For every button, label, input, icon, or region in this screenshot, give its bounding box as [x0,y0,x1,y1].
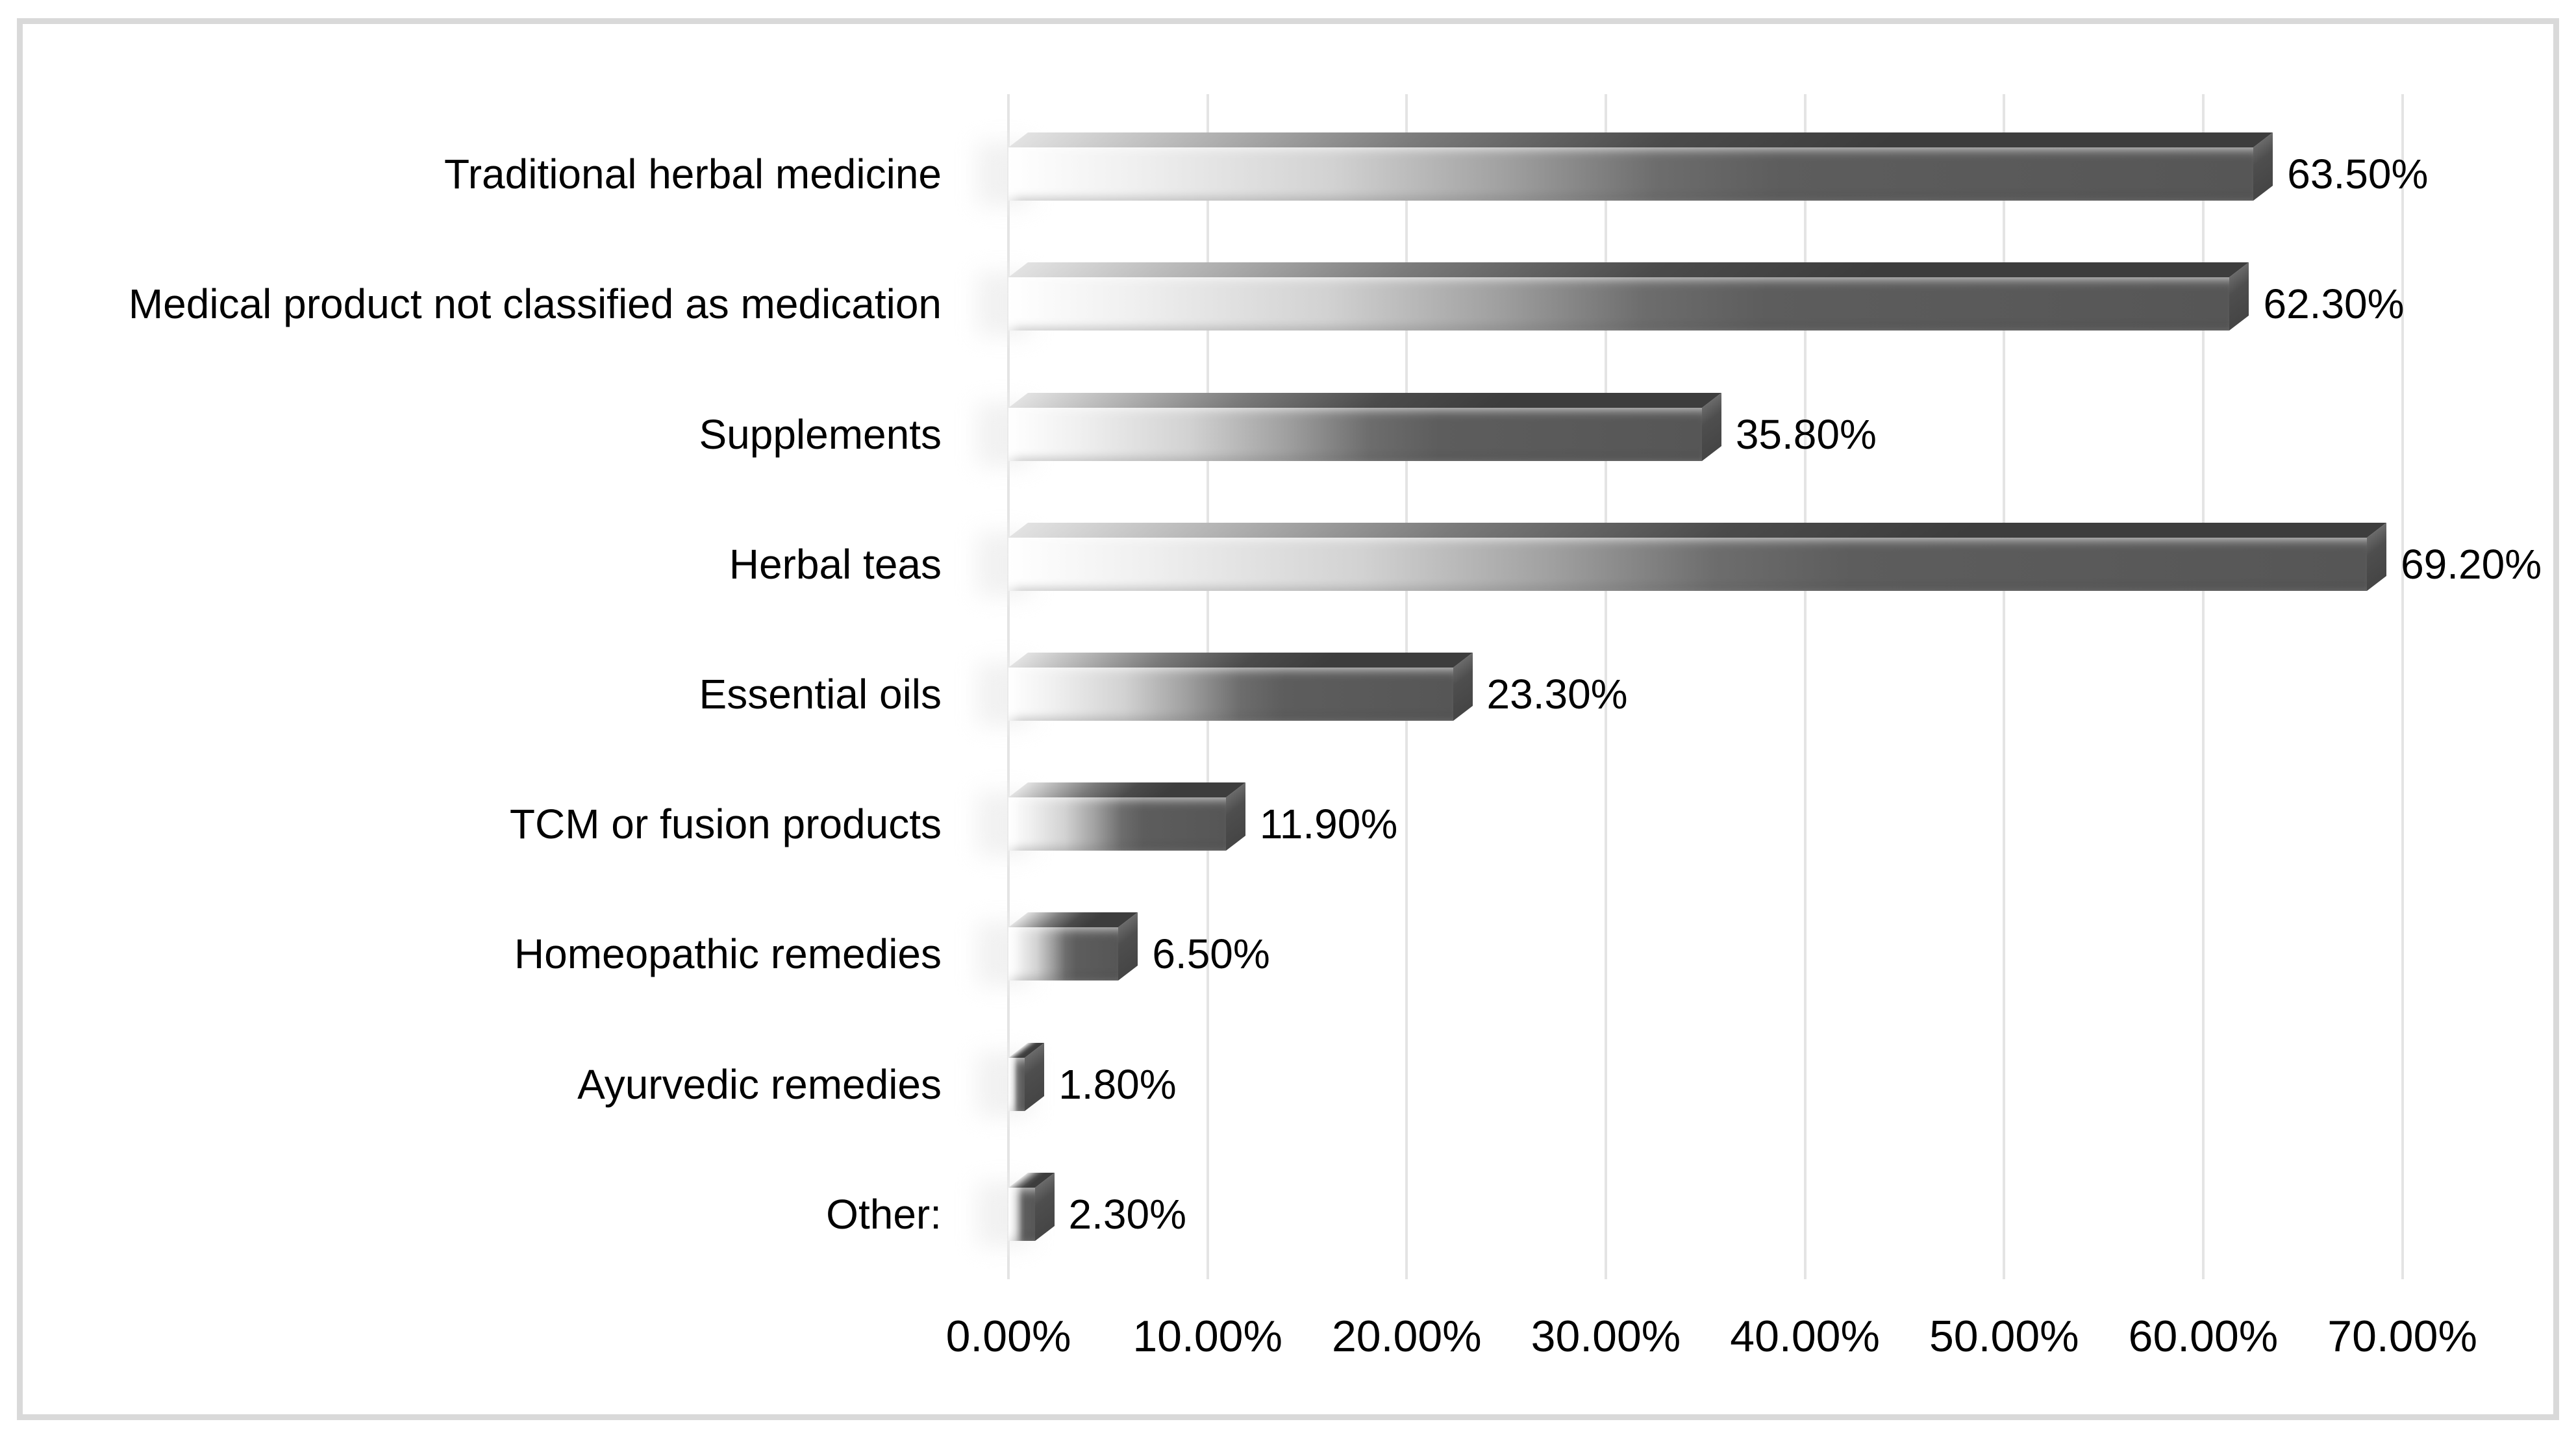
bar-row: TCM or fusion products 11.90% [0,759,2576,889]
bar-front-face [1008,537,2368,591]
category-label: Homeopathic remedies [514,931,942,978]
x-tick-label: 30.00% [1531,1312,1681,1361]
bar-front-face [1008,1187,1035,1241]
bar-row: Other: 2.30% [0,1149,2576,1279]
bar-front-face [1008,797,1226,851]
value-label: 69.20% [2401,540,2542,588]
x-tick-label: 60.00% [2128,1312,2279,1361]
bar-top-face [1008,912,1138,928]
value-label: 1.80% [1058,1060,1177,1108]
bar-top-face [1008,392,1721,408]
category-label: Essential oils [699,670,942,718]
bar-front-face [1008,1057,1025,1111]
x-tick-label: 70.00% [2327,1312,2477,1361]
bar-row: Homeopathic remedies 6.50% [0,889,2576,1019]
x-tick-label: 20.00% [1331,1312,1482,1361]
gridline [1803,94,1807,1279]
value-label: 2.30% [1068,1190,1186,1238]
bar-front-face [1008,667,1453,721]
bar-top-face [1008,522,2387,538]
value-label: 6.50% [1152,931,1270,978]
category-label: Herbal teas [729,540,942,588]
bar-3d [977,132,2273,206]
gridline [2201,94,2205,1279]
bar-3d [977,522,2387,596]
gridline [1604,94,1607,1279]
x-tick-label: 50.00% [1929,1312,2079,1361]
value-label: 11.90% [1259,801,1398,848]
bar-3d [977,1172,1055,1246]
category-label: Ayurvedic remedies [577,1060,942,1108]
bar-3d [977,652,1473,726]
bar-top-face [1008,262,2249,278]
bar-row: Herbal teas 69.20% [0,499,2576,629]
bar-3d [977,392,1721,466]
x-tick-label: 40.00% [1730,1312,1880,1361]
bar-row: Supplements 35.80% [0,369,2576,499]
bar-front-face [1008,147,2254,201]
value-label: 23.30% [1486,670,1628,718]
gridline [2401,94,2404,1279]
bar-3d [977,782,1245,856]
bar-3d [977,262,2249,336]
bar-front-face [1008,277,2230,331]
value-label: 63.50% [2287,151,2429,198]
category-label: Other: [826,1190,942,1238]
value-label: 62.30% [2263,281,2405,328]
bar-row: Traditional herbal medicine 63.50% [0,109,2576,239]
bar-top-face [1008,132,2273,148]
gridline [2003,94,2006,1279]
bar-row: Ayurvedic remedies 1.80% [0,1019,2576,1149]
category-label: Traditional herbal medicine [444,151,942,198]
bar-3d [977,912,1138,986]
x-tick-label: 0.00% [945,1312,1071,1361]
bar-front-face [1008,407,1702,461]
bar-3d [977,1042,1045,1116]
bar-top-face [1008,782,1245,798]
bar-top-face [1008,652,1473,668]
category-label: Medical product not classified as medica… [128,281,942,328]
x-tick-label: 10.00% [1132,1312,1282,1361]
bar-row: Essential oils 23.30% [0,629,2576,759]
value-label: 35.80% [1735,410,1877,458]
bar-front-face [1008,927,1119,981]
category-label: Supplements [699,410,942,458]
category-label: TCM or fusion products [509,801,942,848]
bar-row: Medical product not classified as medica… [0,239,2576,369]
